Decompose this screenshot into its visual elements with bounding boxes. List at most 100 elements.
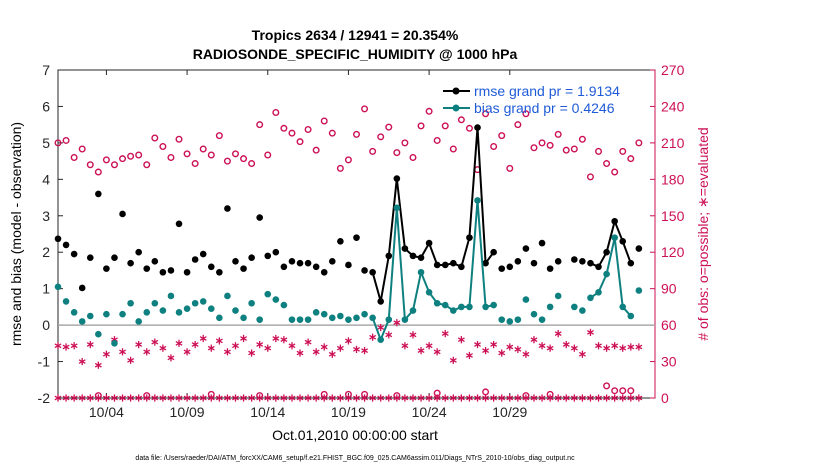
- obs-possible-point: [119, 155, 127, 163]
- obs-possible-point: [627, 155, 635, 163]
- obs-possible-point: [570, 145, 578, 153]
- obs-evaluated-point: [611, 394, 619, 402]
- rmse-point: [361, 267, 368, 274]
- obs-evaluated-point: [135, 394, 143, 402]
- obs-evaluated-point: [240, 394, 248, 402]
- rmse-point: [571, 256, 578, 263]
- rmse-point: [207, 263, 215, 271]
- x-tick-label: 10/14: [250, 404, 285, 420]
- bias-point: [353, 314, 360, 322]
- bias-point: [611, 234, 618, 241]
- rmse-point: [296, 259, 304, 267]
- bias-point: [385, 316, 393, 323]
- y-right-tick-label: 30: [661, 354, 677, 370]
- y-left-tick-label: 6: [42, 98, 50, 114]
- obs-evaluated-point: [102, 350, 110, 358]
- obs-evaluated-point: [377, 394, 385, 402]
- obs-evaluated-point: [215, 394, 223, 402]
- obs-evaluated-point: [304, 338, 312, 346]
- rmse-point: [538, 239, 546, 247]
- obs-evaluated-point: [62, 394, 70, 402]
- bias-point: [546, 303, 554, 311]
- rmse-point: [385, 252, 393, 260]
- obs-possible-point: [54, 139, 62, 147]
- y-left-tick-label: 7: [42, 62, 50, 78]
- obs-evaluated-point: [554, 394, 562, 402]
- obs-evaluated-point: [240, 334, 248, 343]
- obs-possible-point: [102, 156, 110, 164]
- rmse-line: [371, 127, 495, 302]
- obs-evaluated-point: [425, 342, 433, 350]
- obs-evaluated-point: [409, 394, 417, 402]
- obs-possible-point: [336, 164, 344, 172]
- obs-evaluated-point: [119, 348, 126, 356]
- rmse-point: [256, 214, 263, 221]
- obs-evaluated-point: [328, 394, 336, 402]
- obs-possible-point: [256, 121, 264, 129]
- obs-possible-point: [304, 126, 312, 134]
- obs-evaluated-point: [175, 339, 183, 347]
- obs-evaluated-point: [377, 323, 385, 332]
- obs-possible-point: [401, 139, 409, 147]
- obs-evaluated-point: [94, 361, 102, 369]
- obs-evaluated-point: [546, 344, 554, 352]
- obs-evaluated-point: [361, 394, 369, 402]
- obs-possible-point: [361, 105, 369, 113]
- obs-evaluated-point: [441, 394, 449, 402]
- obs-evaluated-point: [498, 394, 506, 402]
- obs-evaluated-point: [70, 394, 78, 402]
- bias-point: [70, 309, 78, 316]
- obs-evaluated-point: [393, 394, 401, 402]
- rmse-point: [62, 241, 70, 249]
- rmse-point: [587, 259, 594, 267]
- rmse-point: [425, 239, 433, 247]
- x-tick-label: 10/29: [492, 404, 527, 420]
- obs-possible-point: [183, 150, 191, 158]
- obs-possible-point: [369, 147, 377, 155]
- obs-possible-point: [377, 133, 385, 141]
- obs-evaluated-point: [127, 394, 135, 402]
- legend-bias-label: bias grand pr = 0.4246: [474, 100, 615, 116]
- obs-evaluated-point: [54, 394, 62, 402]
- rmse-point: [458, 263, 465, 271]
- obs-possible-point: [603, 160, 611, 168]
- obs-evaluated-point: [385, 394, 393, 402]
- rmse-point: [595, 263, 602, 271]
- bias-point: [264, 290, 272, 298]
- rmse-point: [183, 268, 191, 276]
- obs-evaluated-point: [167, 394, 175, 402]
- obs-possible-point: [409, 153, 417, 161]
- obs-evaluated-point: [296, 394, 304, 402]
- y-left-tick-label: -1: [38, 354, 51, 370]
- y-right-tick-label: 240: [661, 98, 685, 114]
- obs-evaluated-point: [506, 394, 514, 402]
- bias-point: [328, 314, 336, 322]
- obs-evaluated-point: [498, 349, 506, 357]
- obs-evaluated-point: [385, 331, 393, 339]
- obs-possible-point: [328, 129, 336, 137]
- obs-evaluated-point: [627, 394, 635, 402]
- rmse-point: [409, 252, 417, 260]
- obs-possible-point: [110, 161, 118, 169]
- x-axis-label: Oct.01,2010 00:00:00 start: [272, 427, 438, 443]
- obs-possible-point: [78, 145, 86, 153]
- obs-evaluated-point: [449, 394, 457, 402]
- obs-possible-point: [135, 151, 143, 159]
- rmse-point: [312, 263, 320, 271]
- rmse-point: [95, 190, 102, 198]
- obs-evaluated-point: [199, 334, 207, 343]
- obs-possible-point: [272, 109, 280, 117]
- obs-evaluated-point: [183, 348, 191, 356]
- rmse-point: [393, 175, 401, 182]
- bias-point: [425, 289, 433, 296]
- rmse-point: [603, 248, 610, 256]
- obs-possible-point: [264, 151, 272, 159]
- obs-evaluated-point: [191, 394, 199, 402]
- obs-possible-point: [94, 168, 102, 176]
- obs-possible-point: [611, 387, 619, 395]
- y-left-tick-label: 1: [42, 281, 50, 297]
- obs-evaluated-point: [627, 343, 635, 351]
- bias-point: [490, 301, 497, 309]
- bias-point: [191, 299, 199, 307]
- obs-possible-point: [167, 153, 175, 161]
